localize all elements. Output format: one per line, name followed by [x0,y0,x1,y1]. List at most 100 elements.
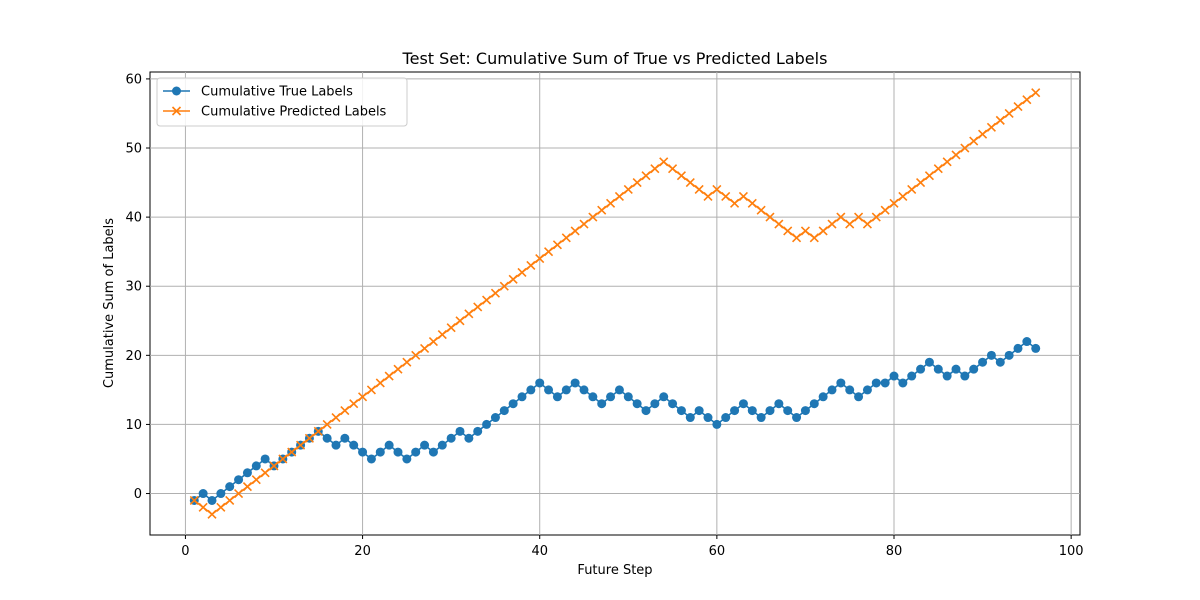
data-point [251,475,261,485]
data-point [1022,95,1032,105]
data-point [1013,101,1023,112]
data-point [340,406,350,416]
data-point [995,357,1005,367]
data-point [535,378,545,388]
data-point [260,454,270,464]
data-point [420,440,430,450]
data-point [552,240,562,250]
data-point [907,371,917,381]
data-point [854,392,864,402]
data-point [340,433,350,443]
data-point [898,191,908,201]
data-point [1013,343,1023,353]
data-point [721,191,731,201]
data-point [428,336,438,347]
data-point [402,357,412,367]
data-point [464,433,474,443]
data-point [570,226,580,236]
data-point [411,447,421,457]
series-2 [189,88,1041,519]
data-point [668,164,678,174]
data-point [641,406,651,416]
data-point [765,406,775,416]
x-axis-ticks: 0 20 40 60 80 100 [181,535,1084,559]
data-point [632,399,642,409]
data-point [606,198,616,208]
data-point [597,205,607,215]
data-point [304,433,314,443]
data-point [473,302,483,312]
data-point [614,191,624,201]
data-point [464,309,474,319]
data-point [694,184,704,195]
data-point [366,385,376,395]
data-point [597,399,607,409]
data-point [446,323,456,333]
data-point [428,447,438,457]
data-point [738,399,748,409]
data-point [384,371,394,381]
data-point [933,164,943,174]
data-point [588,212,598,222]
data-point [694,406,704,416]
data-point [234,488,244,499]
data-point [482,419,492,429]
y-axis-title: Cumulative Sum of Labels [102,218,117,388]
data-point [331,440,341,450]
data-point [561,385,571,395]
data-point [756,413,766,423]
data-point [1031,343,1041,353]
series-layer [189,88,1041,519]
data-point [668,399,678,409]
data-point [207,509,217,519]
data-point [313,426,323,436]
data-point [216,502,226,512]
data-point [349,399,359,409]
data-point [730,198,740,208]
data-point [907,184,917,195]
data-point [437,330,447,340]
data-point [349,440,359,450]
data-point [765,212,775,222]
data-point [676,171,686,181]
data-point [1004,108,1014,119]
data-point [225,482,235,492]
data-point [730,406,740,416]
data-point [260,468,270,478]
y-tick-label: 60 [125,72,142,87]
data-point [1004,350,1014,360]
data-point [216,489,226,499]
chart-title: Test Set: Cumulative Sum of True vs Pred… [402,49,828,68]
data-point [809,233,819,243]
series-1 [189,337,1041,505]
legend-label: Cumulative True Labels [201,85,353,100]
x-tick-label: 0 [181,544,189,559]
legend-item-1: Cumulative True Labels [163,85,353,100]
data-point [792,413,802,423]
data-point [942,157,952,167]
data-point [1031,88,1041,98]
data-point [402,454,412,464]
data-point [933,364,943,374]
data-point [322,419,332,429]
data-point [561,233,571,243]
data-point [951,364,961,374]
data-point [650,164,660,174]
data-point [774,219,784,229]
data-point [375,378,385,388]
data-point [898,378,908,388]
data-point [783,226,793,236]
data-point [499,281,509,291]
data-point [809,399,819,409]
legend-marker [171,106,182,116]
data-point [544,385,554,395]
data-point [225,495,235,506]
data-point [880,378,890,388]
data-point [792,233,802,243]
data-point [508,399,518,409]
data-point [756,205,766,215]
data-point [499,406,509,416]
data-point [827,385,837,395]
data-point [446,433,456,443]
